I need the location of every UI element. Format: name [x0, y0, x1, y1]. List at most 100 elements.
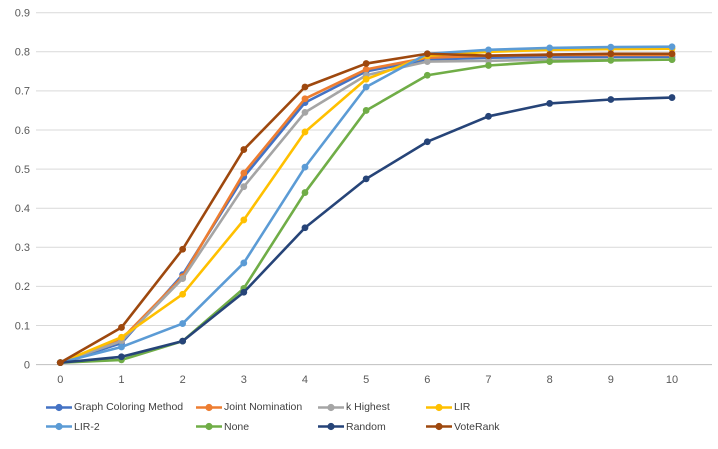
legend-label: LIR: [454, 401, 471, 413]
data-point-joint-nomination-x4: [301, 95, 309, 103]
x-axis-tick-label: 3: [241, 374, 247, 386]
legend-line-marker-icon: [196, 403, 222, 411]
y-axis-tick-label: 0.8: [15, 47, 30, 59]
x-axis-tick-label: 2: [180, 374, 186, 386]
series-none: [56, 56, 676, 367]
data-point-joint-nomination-x3: [240, 169, 248, 177]
legend-item-lir-2: LIR-2: [46, 420, 196, 433]
x-axis-tick-label: 7: [485, 374, 491, 386]
legend-label: k Highest: [346, 401, 390, 413]
data-point-random-x3: [240, 288, 248, 296]
y-axis-tick-label: 0.3: [15, 242, 30, 254]
series-lir: [56, 45, 676, 367]
data-point-voterank-x2: [179, 245, 187, 253]
data-point-none-x9: [607, 57, 615, 64]
legend-item-k-highest: k Highest: [318, 402, 426, 413]
y-axis-tick-label: 0.6: [15, 125, 30, 137]
data-point-lir-x2: [179, 290, 187, 298]
data-point-k-highest-x6: [423, 58, 431, 65]
legend-item-graph-coloring-method: Graph Coloring Method: [46, 402, 196, 413]
legend-label: Graph Coloring Method: [74, 401, 184, 413]
x-axis-tick-label: 4: [302, 374, 308, 386]
data-point-lir-2-x8: [546, 44, 554, 52]
data-point-lir-2-x1: [118, 343, 125, 351]
y-axis-tick-label: 0.1: [15, 320, 30, 332]
legend-line-marker-icon: [46, 423, 72, 431]
legend-line-marker-icon: [196, 423, 222, 431]
data-point-voterank-x8: [546, 51, 554, 58]
data-point-voterank-x9: [607, 50, 615, 58]
data-point-random-x4: [301, 224, 309, 232]
data-point-random-x8: [546, 100, 554, 107]
data-point-voterank-x5: [362, 60, 370, 67]
data-point-none-x7: [485, 62, 492, 69]
data-point-none-x5: [362, 107, 370, 114]
data-point-none-x8: [546, 58, 554, 65]
data-point-k-highest-x3: [240, 183, 248, 191]
legend-item-voterank: VoteRank: [426, 420, 536, 433]
y-axis-tick-label: 0.9: [15, 8, 30, 20]
data-point-voterank-x4: [301, 83, 309, 91]
legend-item-random: Random: [318, 420, 426, 433]
data-point-lir-2-x7: [485, 46, 492, 54]
series-k-highest: [56, 56, 676, 367]
legend-label: Random: [346, 420, 386, 433]
data-point-lir-2-x2: [179, 320, 187, 327]
data-point-lir-x4: [301, 128, 309, 136]
y-axis-tick-label: 0.5: [15, 164, 30, 176]
series-line-lir: [58, 47, 674, 364]
data-point-lir-x5: [362, 75, 370, 83]
data-point-voterank-x7: [485, 52, 492, 60]
legend-label: VoteRank: [454, 420, 500, 433]
legend-line-marker-icon: [426, 423, 452, 431]
data-point-k-highest-x2: [179, 275, 187, 282]
data-point-k-highest-x7: [485, 57, 492, 65]
legend-item-joint-nomination: Joint Nomination: [196, 402, 318, 413]
data-point-random-x5: [362, 175, 370, 183]
x-axis-tick-label: 10: [666, 374, 678, 386]
x-axis-tick-label: 9: [608, 374, 614, 386]
legend-line-marker-icon: [426, 403, 452, 411]
x-axis-tick-label: 6: [424, 374, 430, 386]
x-axis-tick-label: 5: [363, 374, 369, 386]
data-point-lir-2-x9: [607, 43, 615, 51]
data-point-random-x9: [607, 96, 615, 103]
data-point-lir-2-x4: [301, 163, 309, 171]
legend-label: Joint Nomination: [224, 401, 303, 413]
data-point-voterank-x3: [240, 146, 248, 153]
data-point-voterank-x6: [423, 50, 431, 58]
legend-line-marker-icon: [318, 403, 344, 411]
data-point-lir-2-x3: [240, 259, 248, 267]
x-axis-tick-label: 0: [57, 374, 63, 386]
legend-line-marker-icon: [46, 403, 72, 411]
data-point-joint-nomination-x5: [362, 65, 370, 73]
data-point-voterank-x10: [668, 50, 676, 58]
data-point-voterank-x0: [56, 359, 64, 367]
data-point-random-x7: [485, 112, 492, 120]
x-axis-tick-label: 8: [547, 374, 553, 386]
data-point-none-x10: [668, 56, 676, 64]
x-axis-tick-label: 1: [118, 374, 124, 386]
data-point-lir-x3: [240, 216, 248, 224]
legend-item-lir: LIR: [426, 402, 536, 413]
data-point-random-x6: [423, 138, 431, 146]
data-point-lir-2-x5: [362, 83, 370, 91]
y-axis-tick-label: 0.2: [15, 281, 30, 293]
data-point-random-x1: [118, 353, 125, 361]
y-axis-tick-label: 0.7: [15, 86, 30, 98]
legend-label: LIR-2: [74, 420, 100, 433]
legend-label: None: [224, 420, 250, 433]
legend-item-none: None: [196, 420, 318, 433]
chart-legend: Graph Coloring Method Joint Nomination k H…: [46, 402, 536, 432]
y-axis-tick-label: 0: [24, 359, 30, 371]
data-point-none-x6: [423, 71, 431, 79]
legend-line-marker-icon: [318, 423, 344, 431]
data-point-lir-2-x10: [668, 43, 676, 51]
data-point-k-highest-x4: [301, 109, 309, 116]
data-point-none-x4: [301, 189, 309, 196]
data-point-random-x2: [179, 337, 187, 345]
data-point-random-x10: [668, 94, 676, 101]
data-point-lir-x1: [118, 333, 125, 341]
series-line-random: [58, 96, 674, 364]
